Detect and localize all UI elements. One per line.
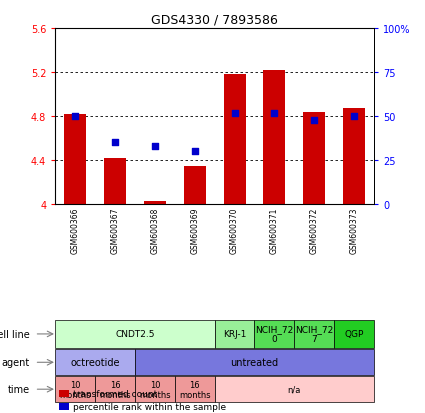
Bar xyxy=(59,404,69,410)
Bar xyxy=(215,376,374,402)
Bar xyxy=(135,349,374,375)
Text: n/a: n/a xyxy=(288,385,301,394)
Text: CNDT2.5: CNDT2.5 xyxy=(115,330,155,339)
Bar xyxy=(55,320,215,349)
Bar xyxy=(55,349,135,375)
Bar xyxy=(343,109,365,204)
Bar xyxy=(303,112,325,204)
Bar xyxy=(264,71,285,204)
Point xyxy=(151,143,158,150)
Bar xyxy=(215,320,255,349)
Text: octreotide: octreotide xyxy=(71,357,120,368)
Point xyxy=(231,110,238,116)
Bar xyxy=(144,201,166,204)
Bar xyxy=(334,320,374,349)
Point xyxy=(191,149,198,155)
Text: 10
months: 10 months xyxy=(60,380,91,399)
Text: QGP: QGP xyxy=(344,330,364,339)
Text: 16
months: 16 months xyxy=(179,380,210,399)
Point xyxy=(112,140,119,147)
Bar xyxy=(95,376,135,402)
Bar xyxy=(294,320,334,349)
Text: 16
months: 16 months xyxy=(99,380,131,399)
Text: transformed count: transformed count xyxy=(73,389,157,399)
Bar xyxy=(224,75,246,204)
Text: KRJ-1: KRJ-1 xyxy=(223,330,246,339)
Bar xyxy=(175,376,215,402)
Text: cell line: cell line xyxy=(0,329,30,339)
Text: NCIH_72
0: NCIH_72 0 xyxy=(255,325,294,344)
Title: GDS4330 / 7893586: GDS4330 / 7893586 xyxy=(151,13,278,26)
Bar xyxy=(184,166,206,204)
Bar xyxy=(135,376,175,402)
Point xyxy=(351,114,357,120)
Bar xyxy=(255,320,294,349)
Text: untreated: untreated xyxy=(230,357,278,368)
Bar xyxy=(104,159,126,204)
Text: 10
months: 10 months xyxy=(139,380,171,399)
Text: NCIH_72
7: NCIH_72 7 xyxy=(295,325,333,344)
Bar xyxy=(64,114,86,204)
Bar xyxy=(59,390,69,397)
Text: time: time xyxy=(8,384,30,394)
Text: percentile rank within the sample: percentile rank within the sample xyxy=(73,402,226,411)
Point xyxy=(271,110,278,116)
Text: agent: agent xyxy=(2,357,30,368)
Point xyxy=(311,117,317,123)
Point xyxy=(72,114,79,120)
Bar xyxy=(55,376,95,402)
